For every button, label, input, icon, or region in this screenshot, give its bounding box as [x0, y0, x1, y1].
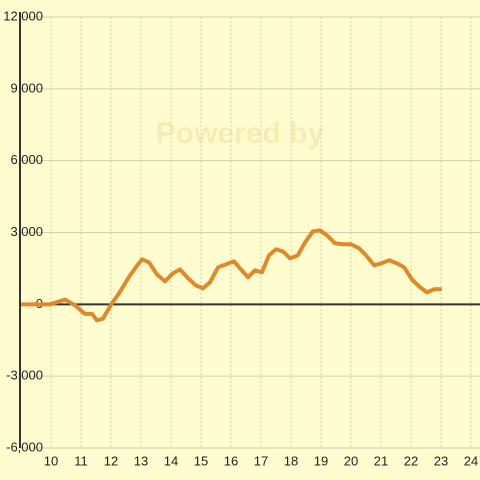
- x-tick-label: 11: [74, 453, 88, 468]
- x-tick-label: 14: [164, 453, 178, 468]
- x-tick-label: 10: [44, 453, 58, 468]
- y-tick-label: -3,000: [6, 368, 43, 383]
- y-tick-label: 6,000: [10, 152, 43, 167]
- x-tick-label: 17: [254, 453, 268, 468]
- y-tick-label: 3,000: [10, 224, 43, 239]
- x-tick-label: 18: [284, 453, 298, 468]
- x-tick-label: 22: [404, 453, 418, 468]
- x-tick-label: 21: [374, 453, 388, 468]
- x-tick-label: 13: [134, 453, 148, 468]
- data-line: [21, 228, 442, 323]
- x-tick-label: 20: [344, 453, 358, 468]
- x-tick-label: 23: [434, 453, 448, 468]
- y-tick-label: 9,000: [10, 80, 43, 95]
- x-tick-label: 16: [224, 453, 238, 468]
- watermark: Powered by: [156, 117, 325, 150]
- x-tick-label: 19: [314, 453, 328, 468]
- y-tick-label: 12,000: [3, 8, 43, 23]
- x-tick-label: 12: [104, 453, 118, 468]
- x-tick-label: 15: [194, 453, 208, 468]
- x-tick-label: 24: [464, 453, 478, 468]
- y-tick-label: -6,000: [6, 439, 43, 454]
